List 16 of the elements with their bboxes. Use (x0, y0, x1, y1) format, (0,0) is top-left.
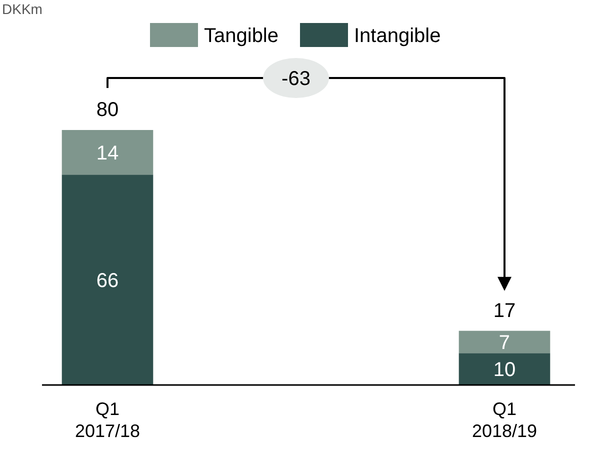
bar (458, 353, 550, 385)
total-label: 17 (493, 300, 516, 322)
x-tick-label: Q1 2018/19 (472, 399, 538, 441)
legend-label: Intangible (354, 25, 441, 47)
bar (458, 330, 550, 354)
x-tick-label: Q1 2017/18 (74, 399, 140, 441)
text: -63 (282, 68, 310, 90)
text: DKKm (2, 1, 42, 17)
bar (62, 174, 154, 385)
total-label: 80 (96, 99, 119, 121)
bar (62, 130, 154, 175)
legend-label: Tangible (204, 25, 279, 47)
data-label: 10 (493, 359, 516, 382)
data-label: 14 (96, 142, 119, 164)
data-label: 7 (498, 332, 510, 354)
data-label: 66 (96, 270, 119, 292)
